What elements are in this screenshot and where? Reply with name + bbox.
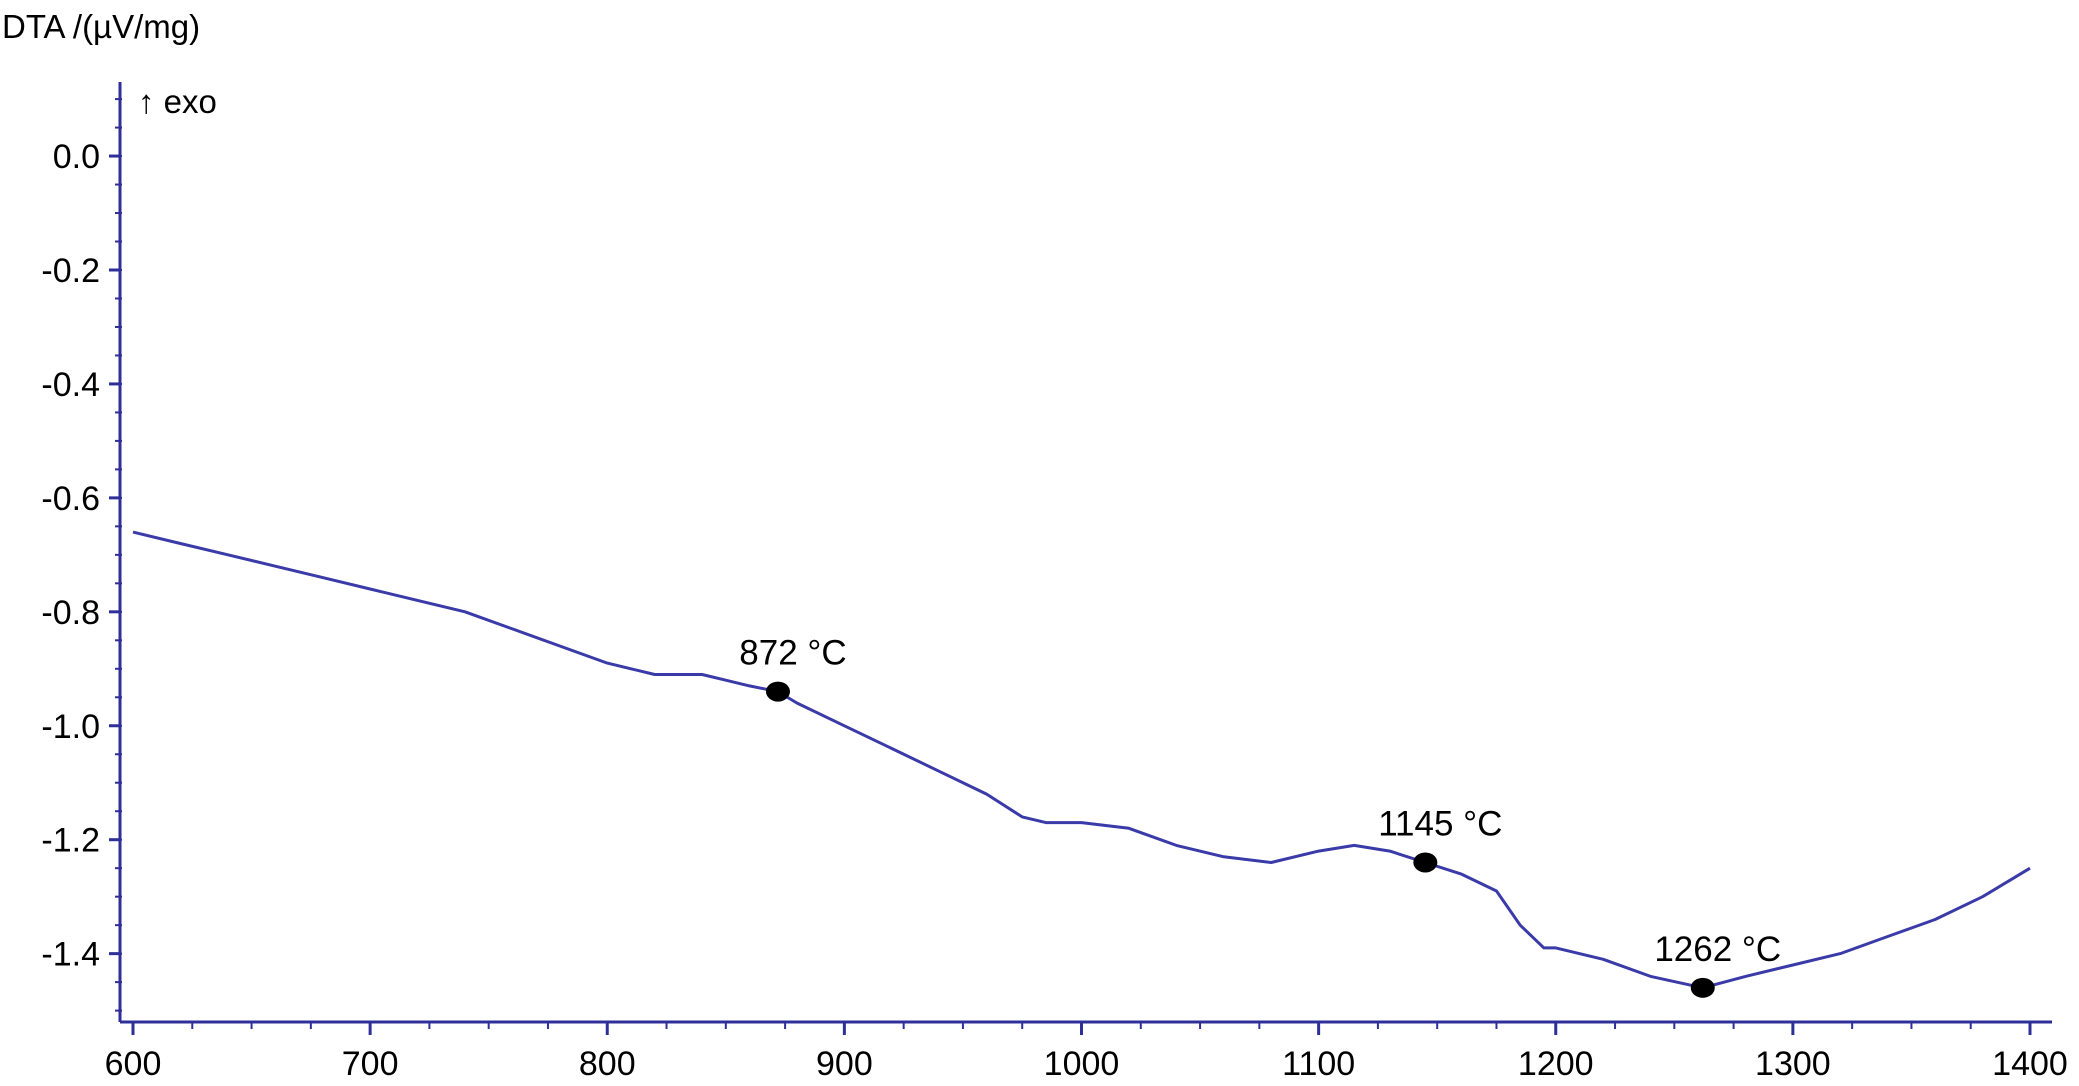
dta-curve <box>132 530 2031 990</box>
x-tick-label: 1100 <box>1282 1045 1355 1083</box>
peak-marker <box>1690 977 1715 998</box>
x-tick-label: 900 <box>816 1045 873 1083</box>
x-tick-label: 800 <box>579 1045 636 1083</box>
peak-label: 1262 °C <box>1654 930 1781 969</box>
x-tick-label: 1300 <box>1755 1045 1831 1083</box>
y-tick-label: -0.6 <box>41 480 100 518</box>
x-tick-label: 600 <box>105 1045 162 1083</box>
y-tick-label: -0.8 <box>41 594 100 632</box>
peak-label: 872 °C <box>739 634 846 673</box>
exo-direction-label: ↑ exo <box>138 83 217 120</box>
y-tick-label: -0.2 <box>41 252 100 290</box>
peak-marker <box>1413 852 1438 873</box>
series-layer <box>132 530 2031 990</box>
y-tick-label: -1.2 <box>41 822 100 860</box>
peak-label: 1145 °C <box>1378 804 1502 843</box>
annotation-layer: 872 °C 1145 °C 1262 °C <box>739 634 1781 998</box>
y-tick-label: -1.0 <box>41 708 100 746</box>
x-tick-label: 1200 <box>1518 1045 1594 1083</box>
x-tick-label: 1000 <box>1044 1045 1120 1083</box>
x-axis: 600 700 800 900 1000 1100 1200 1300 1400 <box>105 1020 2068 1083</box>
peak-marker <box>765 681 790 702</box>
x-tick-label: 1400 <box>1992 1045 2068 1083</box>
y-tick-label: -0.4 <box>41 366 100 404</box>
y-tick-label: -1.4 <box>41 936 100 974</box>
y-tick-label: 0.0 <box>53 138 100 176</box>
y-axis: 0.0 -0.2 -0.4 -0.6 -0.8 -1.0 -1.2 -1.4 <box>41 82 122 1022</box>
x-tick-label: 700 <box>342 1045 399 1083</box>
y-axis-title: DTA /(µV/mg) <box>2 8 200 45</box>
